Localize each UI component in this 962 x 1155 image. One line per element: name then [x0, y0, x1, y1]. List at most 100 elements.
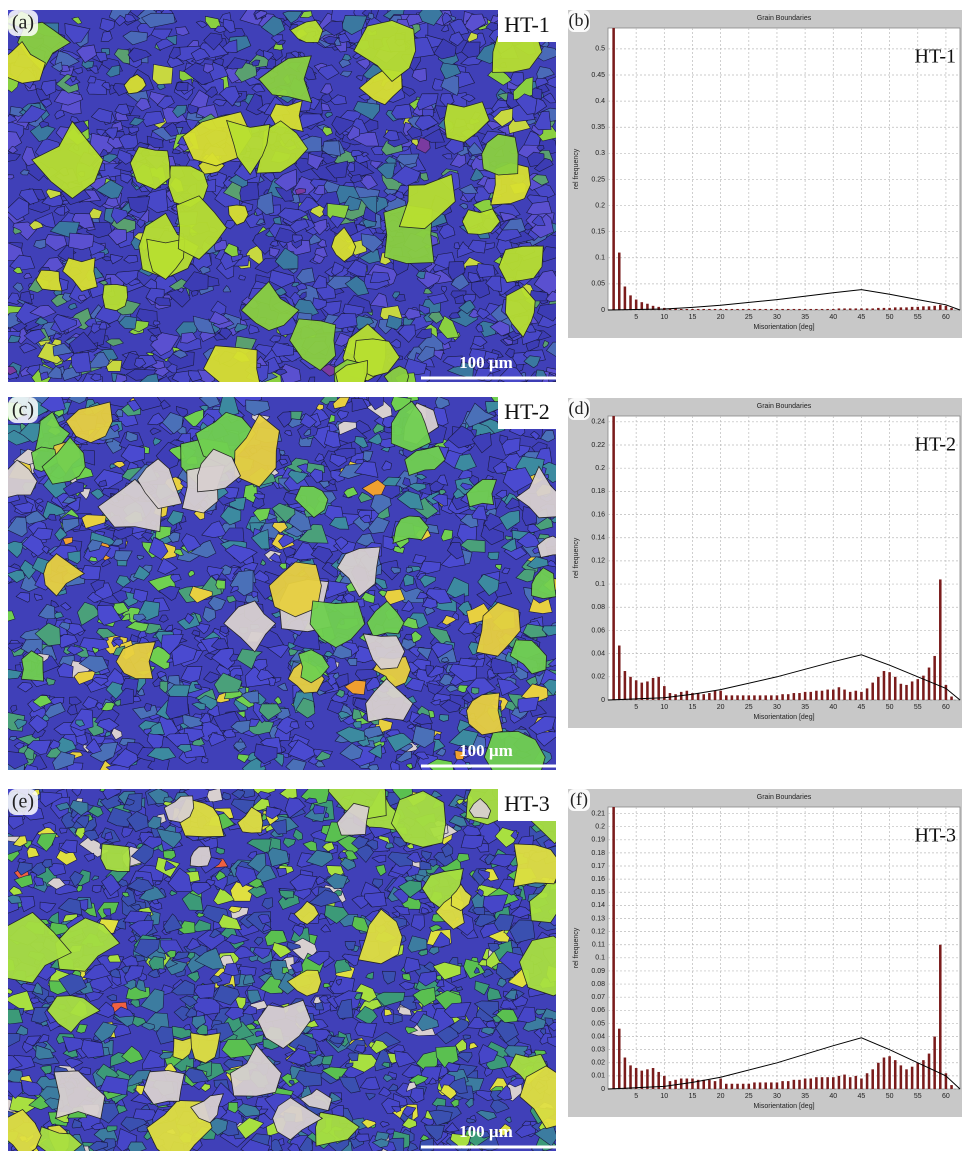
grain [176, 82, 189, 90]
x-axis-label: Misorientation [deg] [753, 324, 814, 331]
bar [849, 1077, 852, 1089]
bar [888, 672, 891, 700]
x-tick-label: 10 [660, 314, 668, 321]
y-tick-label: 0.14 [591, 535, 605, 542]
grain [204, 346, 262, 403]
bar [905, 1069, 908, 1089]
y-axis-label: rel frequency [573, 927, 580, 968]
grain [518, 697, 539, 712]
bar [855, 1076, 858, 1089]
bar [838, 1076, 841, 1089]
bar [883, 671, 886, 700]
y-tick-label: 0.18 [591, 488, 605, 495]
x-tick-label: 15 [689, 1093, 697, 1100]
plot-area [608, 807, 960, 1089]
grain [163, 851, 176, 860]
scale-bar-label: 100 µm [459, 353, 513, 372]
y-tick-label: 0.17 [591, 863, 605, 870]
y-tick-label: 0.16 [591, 876, 605, 883]
bar [708, 309, 711, 310]
y-tick-label: 0.15 [591, 229, 605, 236]
bar [742, 695, 745, 700]
grain [477, 264, 495, 278]
bar [933, 306, 936, 310]
bar [714, 309, 717, 310]
bar [809, 692, 812, 700]
bar [776, 1082, 779, 1089]
bar [883, 308, 886, 310]
x-tick-label: 35 [801, 314, 809, 321]
bar [787, 1081, 790, 1089]
y-tick-label: 0.03 [591, 1046, 605, 1053]
bar [719, 1079, 722, 1089]
bar [933, 1037, 936, 1089]
bar [764, 309, 767, 310]
bar [826, 690, 829, 700]
y-tick-label: 0.2 [595, 202, 605, 209]
bar [894, 1060, 897, 1089]
bar [860, 1079, 863, 1089]
bar [804, 692, 807, 700]
x-tick-label: 50 [886, 314, 894, 321]
bar [888, 308, 891, 310]
annotation: HT-2 [915, 434, 956, 456]
bar [618, 1029, 621, 1089]
bar [764, 1082, 767, 1089]
x-tick-label: 30 [773, 314, 781, 321]
panel-label: (c) [12, 399, 34, 421]
y-tick-label: 0.08 [591, 604, 605, 611]
x-tick-label: 25 [745, 1093, 753, 1100]
bar [815, 1077, 818, 1089]
bar [843, 690, 846, 700]
y-tick-label: 0.06 [591, 627, 605, 634]
bar [674, 694, 677, 700]
y-tick-label: 0.25 [591, 176, 605, 183]
grain [315, 1002, 323, 1010]
bar [843, 1075, 846, 1089]
bar [714, 1081, 717, 1089]
bar [629, 1065, 632, 1089]
x-tick-label: 30 [773, 704, 781, 711]
grain [101, 844, 131, 872]
x-tick-label: 10 [660, 1093, 668, 1100]
bar [612, 28, 615, 310]
bar [635, 680, 638, 700]
bar [781, 1081, 784, 1089]
bar [753, 1082, 756, 1089]
y-tick-label: 0.1 [595, 581, 605, 588]
bar [900, 307, 903, 310]
y-tick-label: 0.14 [591, 902, 605, 909]
bar [871, 1069, 874, 1089]
bar [894, 307, 897, 310]
y-tick-label: 0.45 [591, 72, 605, 79]
bar [702, 1080, 705, 1089]
bar [804, 1079, 807, 1089]
grain [471, 688, 479, 695]
y-tick-label: 0.13 [591, 915, 605, 922]
y-axis-label: rel frequency [573, 148, 580, 189]
bar [900, 1065, 903, 1089]
bar [624, 671, 627, 700]
bar [764, 695, 767, 700]
x-tick-label: 20 [717, 314, 725, 321]
bar [866, 1073, 869, 1089]
bar [787, 694, 790, 700]
bar [826, 309, 829, 310]
x-tick-label: 50 [886, 1093, 894, 1100]
x-tick-label: 30 [773, 1093, 781, 1100]
bar [838, 308, 841, 310]
plot-area [608, 28, 960, 310]
bar [641, 302, 644, 310]
bar [945, 306, 948, 310]
bar [629, 677, 632, 700]
bar [618, 253, 621, 310]
micrograph [0, 388, 569, 794]
y-tick-label: 0.22 [591, 442, 605, 449]
x-axis-label: Misorientation [deg] [753, 714, 814, 721]
bar [950, 1085, 953, 1089]
bar [843, 308, 846, 310]
x-tick-label: 15 [689, 314, 697, 321]
bar [866, 308, 869, 310]
x-tick-label: 20 [717, 1093, 725, 1100]
x-tick-label: 60 [942, 704, 950, 711]
